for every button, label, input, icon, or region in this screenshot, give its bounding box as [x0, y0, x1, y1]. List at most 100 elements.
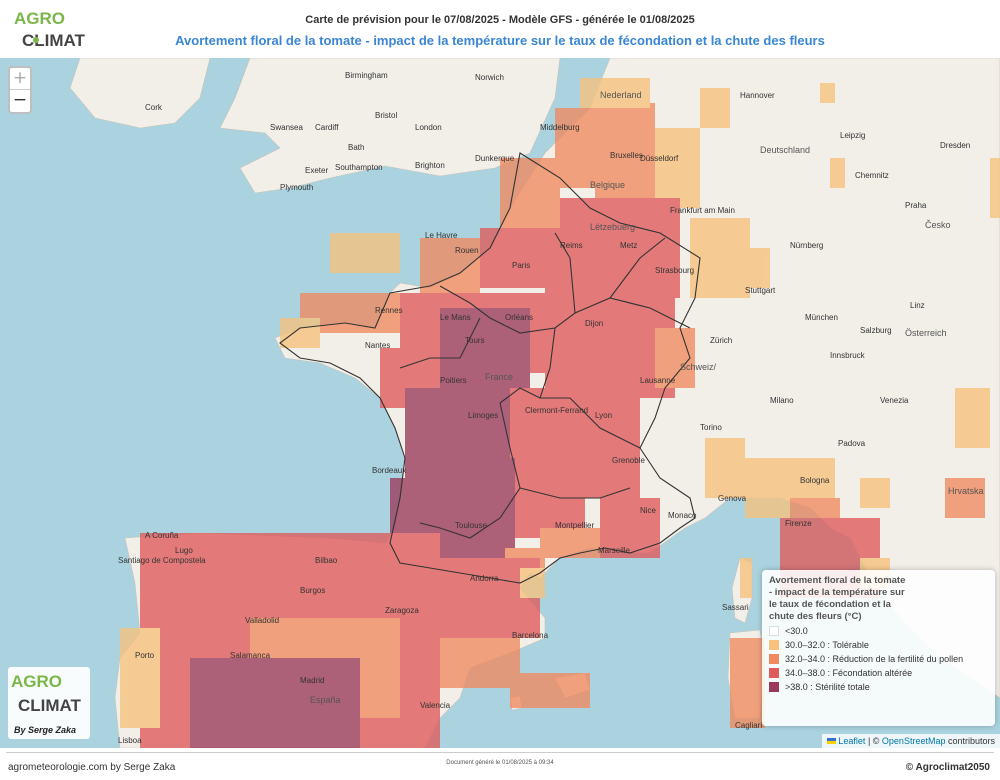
legend-swatch [769, 667, 779, 678]
legend-swatch [769, 653, 779, 664]
svg-text:Paris: Paris [512, 261, 530, 270]
svg-text:Rennes: Rennes [375, 306, 403, 315]
svg-text:Salzburg: Salzburg [860, 326, 892, 335]
svg-text:España: España [310, 695, 341, 705]
svg-text:AGRO: AGRO [14, 9, 65, 28]
svg-text:Reims: Reims [560, 241, 583, 250]
svg-text:Dresden: Dresden [940, 141, 970, 150]
svg-text:Innsbruck: Innsbruck [830, 351, 866, 360]
svg-text:Andorra: Andorra [470, 574, 499, 583]
legend-item: 34.0–38.0 : Fécondation altérée [769, 666, 988, 679]
map-canvas[interactable]: Birmingham Norwich Cork Swansea Cardiff … [0, 58, 1000, 748]
svg-text:London: London [415, 123, 442, 132]
map-view[interactable]: Birmingham Norwich Cork Swansea Cardiff … [0, 58, 1000, 748]
svg-text:Metz: Metz [620, 241, 637, 250]
svg-text:Dijon: Dijon [585, 319, 603, 328]
agroclimat-logo: AGRO CLIMAT [14, 9, 86, 50]
svg-text:Cork: Cork [145, 103, 163, 112]
svg-text:Linz: Linz [910, 301, 925, 310]
svg-text:CLIMAT: CLIMAT [22, 31, 86, 50]
legend-label: <30.0 [785, 625, 808, 636]
legend-item: >38.0 : Stérilité totale [769, 680, 988, 693]
footer-copyright: © Agroclimat2050 [905, 762, 990, 773]
svg-text:Bruxelles: Bruxelles [610, 151, 643, 160]
legend-item: 32.0–34.0 : Réduction de la fertilité du… [769, 652, 988, 665]
leaflet-link[interactable]: Leaflet [838, 736, 866, 746]
map-title: Carte de prévision pour le 07/08/2025 - … [305, 14, 695, 26]
svg-text:Bath: Bath [348, 143, 364, 152]
svg-text:Bristol: Bristol [375, 111, 397, 120]
svg-text:Valladolid: Valladolid [245, 616, 279, 625]
svg-text:AGRO: AGRO [11, 672, 62, 691]
legend-item: 30.0–32.0 : Tolérable [769, 638, 988, 651]
svg-text:Strasbourg: Strasbourg [655, 266, 694, 275]
svg-text:Bordeaux: Bordeaux [372, 466, 406, 475]
osm-link[interactable]: OpenStreetMap [881, 736, 946, 746]
svg-text:Le Havre: Le Havre [425, 231, 458, 240]
zoom-in-button[interactable]: + [10, 68, 30, 90]
svg-text:Poitiers: Poitiers [440, 376, 467, 385]
svg-text:Lisboa: Lisboa [118, 736, 142, 745]
legend-label: >38.0 : Stérilité totale [785, 681, 870, 692]
zoom-control: + − [8, 66, 32, 114]
svg-text:Limoges: Limoges [468, 411, 498, 420]
svg-text:Brighton: Brighton [415, 161, 445, 170]
map-attribution: Leaflet | © OpenStreetMap contributors [822, 734, 1000, 748]
legend-label: 32.0–34.0 : Réduction de la fertilité du… [785, 653, 964, 664]
legend-item: <30.0 [769, 624, 988, 637]
svg-text:Sassari: Sassari [722, 603, 749, 612]
svg-text:Southampton: Southampton [335, 163, 383, 172]
svg-text:Lëtzebuerg: Lëtzebuerg [590, 222, 635, 232]
svg-text:Plymouth: Plymouth [280, 183, 313, 192]
svg-text:A Coruña: A Coruña [145, 531, 179, 540]
byline: By Serge Zaka [14, 725, 77, 735]
legend-swatch [769, 681, 779, 692]
svg-text:Lugo: Lugo [175, 546, 193, 555]
svg-text:Lyon: Lyon [595, 411, 612, 420]
svg-text:Venezia: Venezia [880, 396, 909, 405]
agroclimat-logo: AGRO CLIMAT [11, 672, 82, 715]
svg-text:Nederland: Nederland [600, 90, 642, 100]
svg-text:Valencia: Valencia [420, 701, 451, 710]
svg-text:Genova: Genova [718, 494, 747, 503]
svg-text:Norwich: Norwich [475, 73, 504, 82]
svg-text:Leipzig: Leipzig [840, 131, 865, 140]
ukraine-flag-icon [827, 738, 837, 744]
svg-text:Madrid: Madrid [300, 676, 324, 685]
svg-text:Milano: Milano [770, 396, 794, 405]
map-legend: Avortement floral de la tomate - impact … [762, 570, 995, 726]
svg-text:Hrvatska: Hrvatska [948, 486, 984, 496]
svg-text:Düsseldorf: Düsseldorf [640, 154, 679, 163]
legend-label: 34.0–38.0 : Fécondation altérée [785, 667, 913, 678]
map-labels: Birmingham Norwich Cork Swansea Cardiff … [118, 71, 984, 745]
svg-text:Orléans: Orléans [505, 313, 533, 322]
svg-text:Marseille: Marseille [598, 546, 631, 555]
svg-text:Česko: Česko [925, 220, 951, 230]
svg-text:Burgos: Burgos [300, 586, 325, 595]
agroclimat-watermark: AGRO CLIMAT By Serge Zaka [8, 667, 90, 739]
svg-text:Exeter: Exeter [305, 166, 328, 175]
zoom-out-button[interactable]: − [12, 90, 28, 110]
footer-generated: Document généré le 01/08/2025 à 09:34 [446, 760, 554, 766]
svg-text:Nantes: Nantes [365, 341, 390, 350]
svg-text:Rouen: Rouen [455, 246, 479, 255]
svg-text:Österreich: Österreich [905, 328, 947, 338]
svg-text:Salamanca: Salamanca [230, 651, 271, 660]
svg-text:Chemnitz: Chemnitz [855, 171, 889, 180]
svg-text:Bilbao: Bilbao [315, 556, 338, 565]
legend-swatch [769, 625, 779, 636]
attribution-tail: contributors [945, 736, 995, 746]
footer-divider [6, 752, 994, 753]
admin-borders [279, 152, 701, 584]
svg-text:Stuttgart: Stuttgart [745, 286, 776, 295]
svg-text:Birmingham: Birmingham [345, 71, 388, 80]
map-subtitle: Avortement floral de la tomate - impact … [175, 33, 825, 48]
svg-text:Hannover: Hannover [740, 91, 775, 100]
legend-label: 30.0–32.0 : Tolérable [785, 639, 869, 650]
svg-text:Porto: Porto [135, 651, 155, 660]
svg-text:Cardiff: Cardiff [315, 123, 339, 132]
svg-text:France: France [485, 372, 513, 382]
svg-text:Clermont-Ferrand: Clermont-Ferrand [525, 406, 588, 415]
svg-text:CLIMAT: CLIMAT [18, 696, 82, 715]
